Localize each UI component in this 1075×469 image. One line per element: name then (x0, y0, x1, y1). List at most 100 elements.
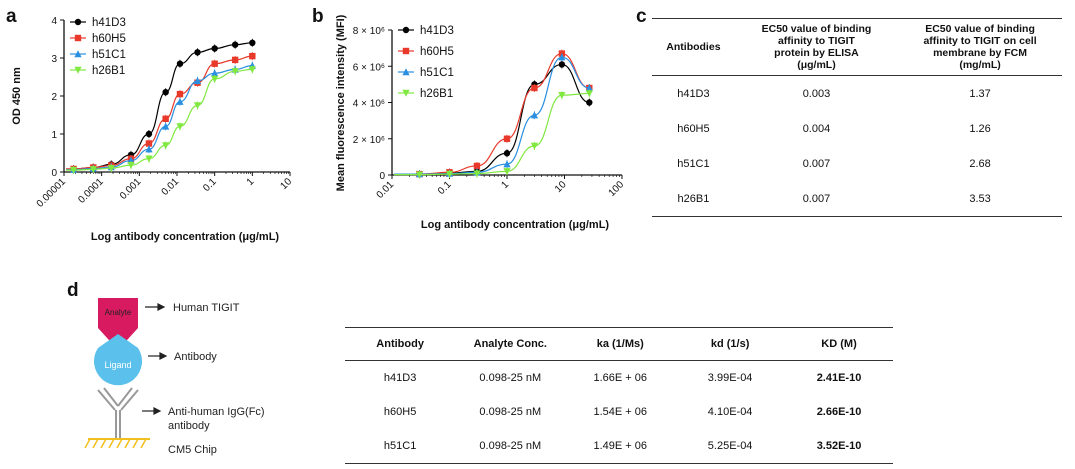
panel-letter-a: a (6, 6, 17, 27)
tc-h3-l2: affinity to TIGIT on cell (923, 35, 1037, 47)
y-tick-label: 1 (51, 130, 57, 141)
data-point (415, 171, 424, 179)
data-point (211, 45, 218, 52)
tc-header-fcm: EC50 value of binding affinity to TIGIT … (898, 19, 1062, 76)
data-point (249, 52, 256, 60)
data-point (503, 168, 511, 176)
data-point (176, 90, 184, 98)
legend-label: h60H5 (92, 33, 126, 45)
data-point (89, 166, 97, 174)
analyte-shape (98, 298, 138, 350)
td-cell-kd: 5.25E-04 (707, 440, 753, 452)
td-cell-conc: 0.098-25 nM (479, 406, 542, 418)
data-point (248, 66, 256, 74)
x-tick-label: 0.1 (201, 176, 219, 194)
table-row: h41D3 0.098-25 nM 1.66E + 06 3.99E-04 2.… (345, 361, 893, 396)
table-d-kinetics: Antibody Analyte Conc. ka (1/Ms) kd (1/s… (345, 327, 893, 464)
legend-marker (402, 89, 410, 97)
tc-cell-fcm: 1.37 (969, 87, 991, 100)
y-tick-label: 6 × 10⁶ (353, 62, 385, 73)
y-tick-label: 3 (51, 54, 57, 65)
legend-label: h41D3 (420, 25, 454, 37)
data-point (176, 123, 184, 131)
table-row: h60H5 0.098-25 nM 1.54E + 06 4.10E-04 2.… (345, 395, 893, 429)
td-cell-KD: 2.66E-10 (816, 406, 862, 418)
panel-letter-c: c (636, 6, 647, 27)
td-cell-conc: 0.098-25 nM (479, 440, 542, 452)
legend-label: h51C1 (92, 49, 126, 61)
label-antibody-2: antibody (168, 420, 210, 432)
y-tick-label: 8 × 10⁶ (353, 26, 385, 37)
tc-cell-fcm: 1.26 (969, 122, 991, 135)
legend-entry: h26B1 (70, 65, 125, 77)
data-point (145, 155, 153, 163)
tc-h2-l2: affinity to TIGIT (777, 35, 855, 47)
label-antibody: Antibody (174, 351, 217, 363)
td-cell-ka: 1.54E + 06 (593, 406, 648, 418)
label-human-tigit: Human TIGIT (173, 302, 240, 314)
data-point (531, 84, 538, 92)
y-tick-label: 0 (379, 171, 385, 182)
tc-cell-elisa: 0.007 (802, 192, 831, 205)
tc-cell-antibody: h51C1 (677, 157, 710, 170)
series-line (66, 68, 253, 171)
analyte-label: Analyte (105, 308, 132, 317)
data-point (473, 170, 481, 178)
data-point (530, 111, 539, 119)
legend-entry: h51C1 (398, 67, 454, 79)
data-point (194, 49, 201, 56)
table-row: h51C1 0.007 2.68 (652, 146, 1062, 181)
chart-b-fcm-binding: 0.01 0.1 1 10 100 0 2 × 10⁶ 4 × 10⁶ 6 × 10⁶ 8 × 1… (335, 14, 626, 231)
tc-cell-elisa: 0.004 (802, 122, 831, 135)
x-tick-label: 1 (499, 179, 511, 191)
table-c-ec50: Antibodies EC50 value of binding affinit… (652, 18, 1062, 217)
legend-entry: h41D3 (70, 17, 126, 29)
x-tick-label: 0.01 (375, 179, 397, 201)
chart-a-elisa-binding: 0.00001 0.0001 0.001 0.01 0.1 1 10 0 1 2 3 4 Log ant… (11, 16, 294, 243)
td-cell-antibody: h51C1 (383, 440, 417, 452)
data-point (162, 122, 170, 130)
data-point (530, 142, 539, 150)
td-header-kd: kd (1/s) (710, 338, 750, 350)
data-point (145, 145, 153, 153)
tc-h2-l4: (μg/mL) (797, 59, 836, 71)
tc-h2-l1: EC50 value of binding (761, 23, 872, 35)
tc-h3-l4: (mg/mL) (959, 59, 1001, 71)
panel-letter-b: b (312, 6, 324, 27)
data-point (231, 41, 239, 48)
spr-schematic: Analyte Ligand Human TIGIT Ant (84, 298, 265, 456)
x-tick-label: 1 (245, 176, 257, 188)
data-point (211, 69, 219, 77)
label-cm5-chip: CM5 Chip (168, 444, 217, 456)
data-point (503, 150, 511, 157)
legend-label: h41D3 (92, 17, 126, 29)
data-point (231, 68, 239, 76)
x-tick-label: 0.00001 (35, 176, 69, 210)
series-h26B1 (394, 89, 593, 179)
tc-header-elisa: EC50 value of binding affinity to TIGIT … (735, 19, 898, 76)
arrow-capture-head (153, 407, 162, 415)
legend-marker (402, 26, 410, 34)
label-anti-human-igg: Anti-human IgG(Fc) (168, 406, 265, 418)
tc-header-antibodies: Antibodies (666, 41, 721, 53)
legend-entry: h60H5 (70, 33, 126, 45)
table-row: h41D3 0.003 1.37 (652, 76, 1062, 112)
data-point (558, 53, 566, 61)
tc-cell-antibody: h41D3 (677, 87, 710, 100)
ligand-shape (94, 334, 142, 386)
tc-cell-elisa: 0.007 (802, 157, 831, 170)
legend-label: h26B1 (92, 65, 125, 77)
legend-label: h60H5 (420, 46, 454, 58)
td-cell-ka: 1.49E + 06 (593, 440, 648, 452)
data-point (586, 99, 593, 106)
td-cell-KD: 2.41E-10 (816, 372, 862, 384)
data-point (145, 140, 153, 147)
data-point (473, 162, 481, 170)
tc-h2-l3: protein by ELISA (774, 47, 859, 59)
data-point (585, 90, 593, 98)
legend-label: h51C1 (420, 67, 454, 79)
data-point (249, 39, 256, 46)
arrow-ligand-head (159, 352, 168, 360)
td-header-KD: KD (M) (821, 338, 857, 350)
x-tick-label: 10 (553, 179, 569, 195)
